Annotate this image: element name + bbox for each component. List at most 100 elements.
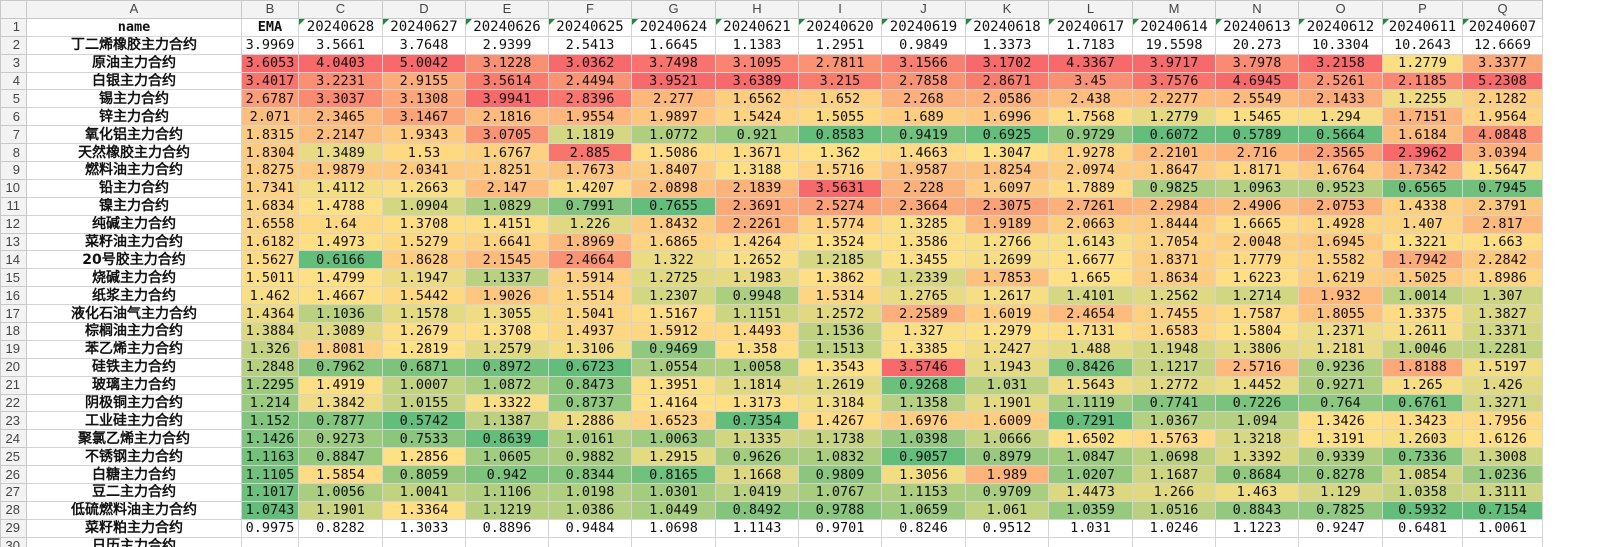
cell-value[interactable]: 1.6223 [1215,268,1299,288]
cell-contract-name[interactable]: 烧碱主力合约 [26,268,242,288]
cell-value[interactable]: 1.9897 [631,107,716,127]
cell-value[interactable]: 3.5661 [298,35,383,55]
cell-value[interactable]: 1.5582 [1298,250,1383,270]
cell-value[interactable]: 1.6764 [1298,161,1383,180]
cell-value[interactable]: 1.6143 [1048,232,1133,252]
cell-value[interactable]: 1.362 [798,143,882,163]
cell-value[interactable]: 20.273 [1215,35,1299,55]
cell-value[interactable]: 1.2886 [548,411,632,431]
cell-value[interactable]: 0.9271 [1298,375,1383,395]
cell-value[interactable]: 1.0854 [1382,465,1463,485]
cell-value[interactable]: 1.0772 [631,125,716,145]
cell-value[interactable]: 1.6677 [1048,250,1133,270]
cell-value[interactable]: 3.9941 [465,89,549,109]
cell-value[interactable]: 2.438 [1048,89,1133,109]
cell-value[interactable]: 1.7853 [965,268,1049,288]
cell-contract-name[interactable]: 日历主力合约 [26,536,242,547]
cell-value[interactable] [1298,536,1383,547]
cell-value[interactable]: 2.3664 [881,196,966,216]
cell-value[interactable]: 1.0829 [465,196,549,216]
cell-ema-value[interactable]: 1.1105 [241,465,299,485]
cell-value[interactable]: 1.4788 [298,196,383,216]
cell-value[interactable]: 1.3033 [382,518,466,538]
cell-value[interactable]: 1.2856 [382,447,466,467]
row-header[interactable]: 25 [0,447,27,467]
cell-value[interactable]: 1.2714 [1215,286,1299,306]
cell-value[interactable]: 1.6767 [465,143,549,163]
cell-value[interactable]: 1.0554 [631,357,716,377]
cell-value[interactable]: 1.3455 [881,250,966,270]
cell-contract-name[interactable]: 液化石油气主力合约 [26,304,242,324]
cell-value[interactable]: 1.4151 [465,214,549,234]
row-header[interactable]: 4 [0,71,27,91]
cell-value[interactable]: 0.8843 [1215,500,1299,520]
cell-value[interactable]: 10.2643 [1382,35,1463,55]
cell-value[interactable]: 2.885 [548,143,632,163]
cell-value[interactable]: 1.8251 [465,161,549,180]
cell-contract-name[interactable]: 20号胶主力合约 [26,250,242,270]
cell-contract-name[interactable]: 燃料油主力合约 [26,161,242,180]
cell-ema-value[interactable]: 1.2848 [241,357,299,377]
cell-ema-header[interactable]: EMA [241,17,299,37]
cell-value[interactable]: 1.266 [1132,483,1216,502]
cell-value[interactable]: 2.277 [631,89,716,109]
cell-value[interactable]: 0.7154 [1462,500,1543,520]
cell-value[interactable]: 2.5716 [1215,357,1299,377]
cell-value[interactable]: 0.7655 [631,196,716,216]
cell-value[interactable]: 1.2562 [1132,286,1216,306]
row-header[interactable]: 13 [0,232,27,252]
cell-contract-name[interactable]: 白糖主力合约 [26,465,242,485]
cell-value[interactable]: 3.215 [798,71,882,91]
cell-value[interactable]: 1.6641 [465,232,549,252]
cell-date-header[interactable]: 20240617 [1048,17,1133,37]
cell-ema-value[interactable]: 1.4364 [241,304,299,324]
cell-value[interactable]: 1.463 [1215,483,1299,502]
cell-value[interactable]: 0.9809 [798,465,882,485]
cell-value[interactable]: 0.764 [1298,393,1383,413]
cell-value[interactable]: 1.0207 [1048,465,1133,485]
column-header-N[interactable]: N [1215,0,1299,19]
cell-value[interactable]: 1.9554 [548,107,632,127]
cell-value[interactable]: 1.1219 [465,500,549,520]
row-header[interactable]: 12 [0,214,27,234]
row-header[interactable]: 1 [0,17,27,37]
cell-value[interactable]: 1.0767 [798,483,882,502]
cell-value[interactable]: 1.5055 [798,107,882,127]
column-header-H[interactable]: H [715,0,799,19]
cell-value[interactable]: 2.4664 [548,250,632,270]
cell-value[interactable]: 2.0898 [631,178,716,198]
column-header-J[interactable]: J [881,0,966,19]
cell-value[interactable]: 1.4493 [715,322,799,341]
row-header[interactable]: 8 [0,143,27,163]
cell-value[interactable]: 1.7131 [1048,322,1133,341]
cell-value[interactable]: 0.9469 [631,339,716,359]
cell-value[interactable]: 1.53 [382,143,466,163]
cell-contract-name[interactable]: 苯乙烯主力合约 [26,339,242,359]
cell-value[interactable]: 1.1335 [715,429,799,449]
cell-value[interactable]: 1.1217 [1132,357,1216,377]
cell-value[interactable]: 1.7054 [1132,232,1216,252]
cell-value[interactable]: 0.8426 [1048,357,1133,377]
cell-value[interactable]: 1.5442 [382,286,466,306]
cell-ema-value[interactable]: 1.8275 [241,161,299,180]
cell-date-header[interactable]: 20240625 [548,17,632,37]
cell-ema-value[interactable]: 2.6787 [241,89,299,109]
cell-value[interactable]: 1.0014 [1382,286,1463,306]
cell-value[interactable] [798,536,882,547]
cell-value[interactable]: 1.0041 [382,483,466,502]
cell-value[interactable]: 3.1308 [382,89,466,109]
cell-ema-value[interactable]: 3.4017 [241,71,299,91]
cell-value[interactable]: 1.358 [715,339,799,359]
cell-value[interactable]: 1.6945 [1298,232,1383,252]
cell-value[interactable]: 1.9587 [881,161,966,180]
row-header[interactable]: 24 [0,429,27,449]
cell-value[interactable]: 1.5514 [548,286,632,306]
cell-value[interactable]: 1.9564 [1462,107,1543,127]
cell-date-header[interactable]: 20240607 [1462,17,1543,37]
cell-value[interactable]: 0.9057 [881,447,966,467]
cell-value[interactable]: 0.7226 [1215,393,1299,413]
cell-value[interactable]: 1.689 [881,107,966,127]
cell-value[interactable]: 1.7587 [1215,304,1299,324]
cell-value[interactable]: 1.932 [1298,286,1383,306]
cell-value[interactable]: 1.8081 [298,339,383,359]
